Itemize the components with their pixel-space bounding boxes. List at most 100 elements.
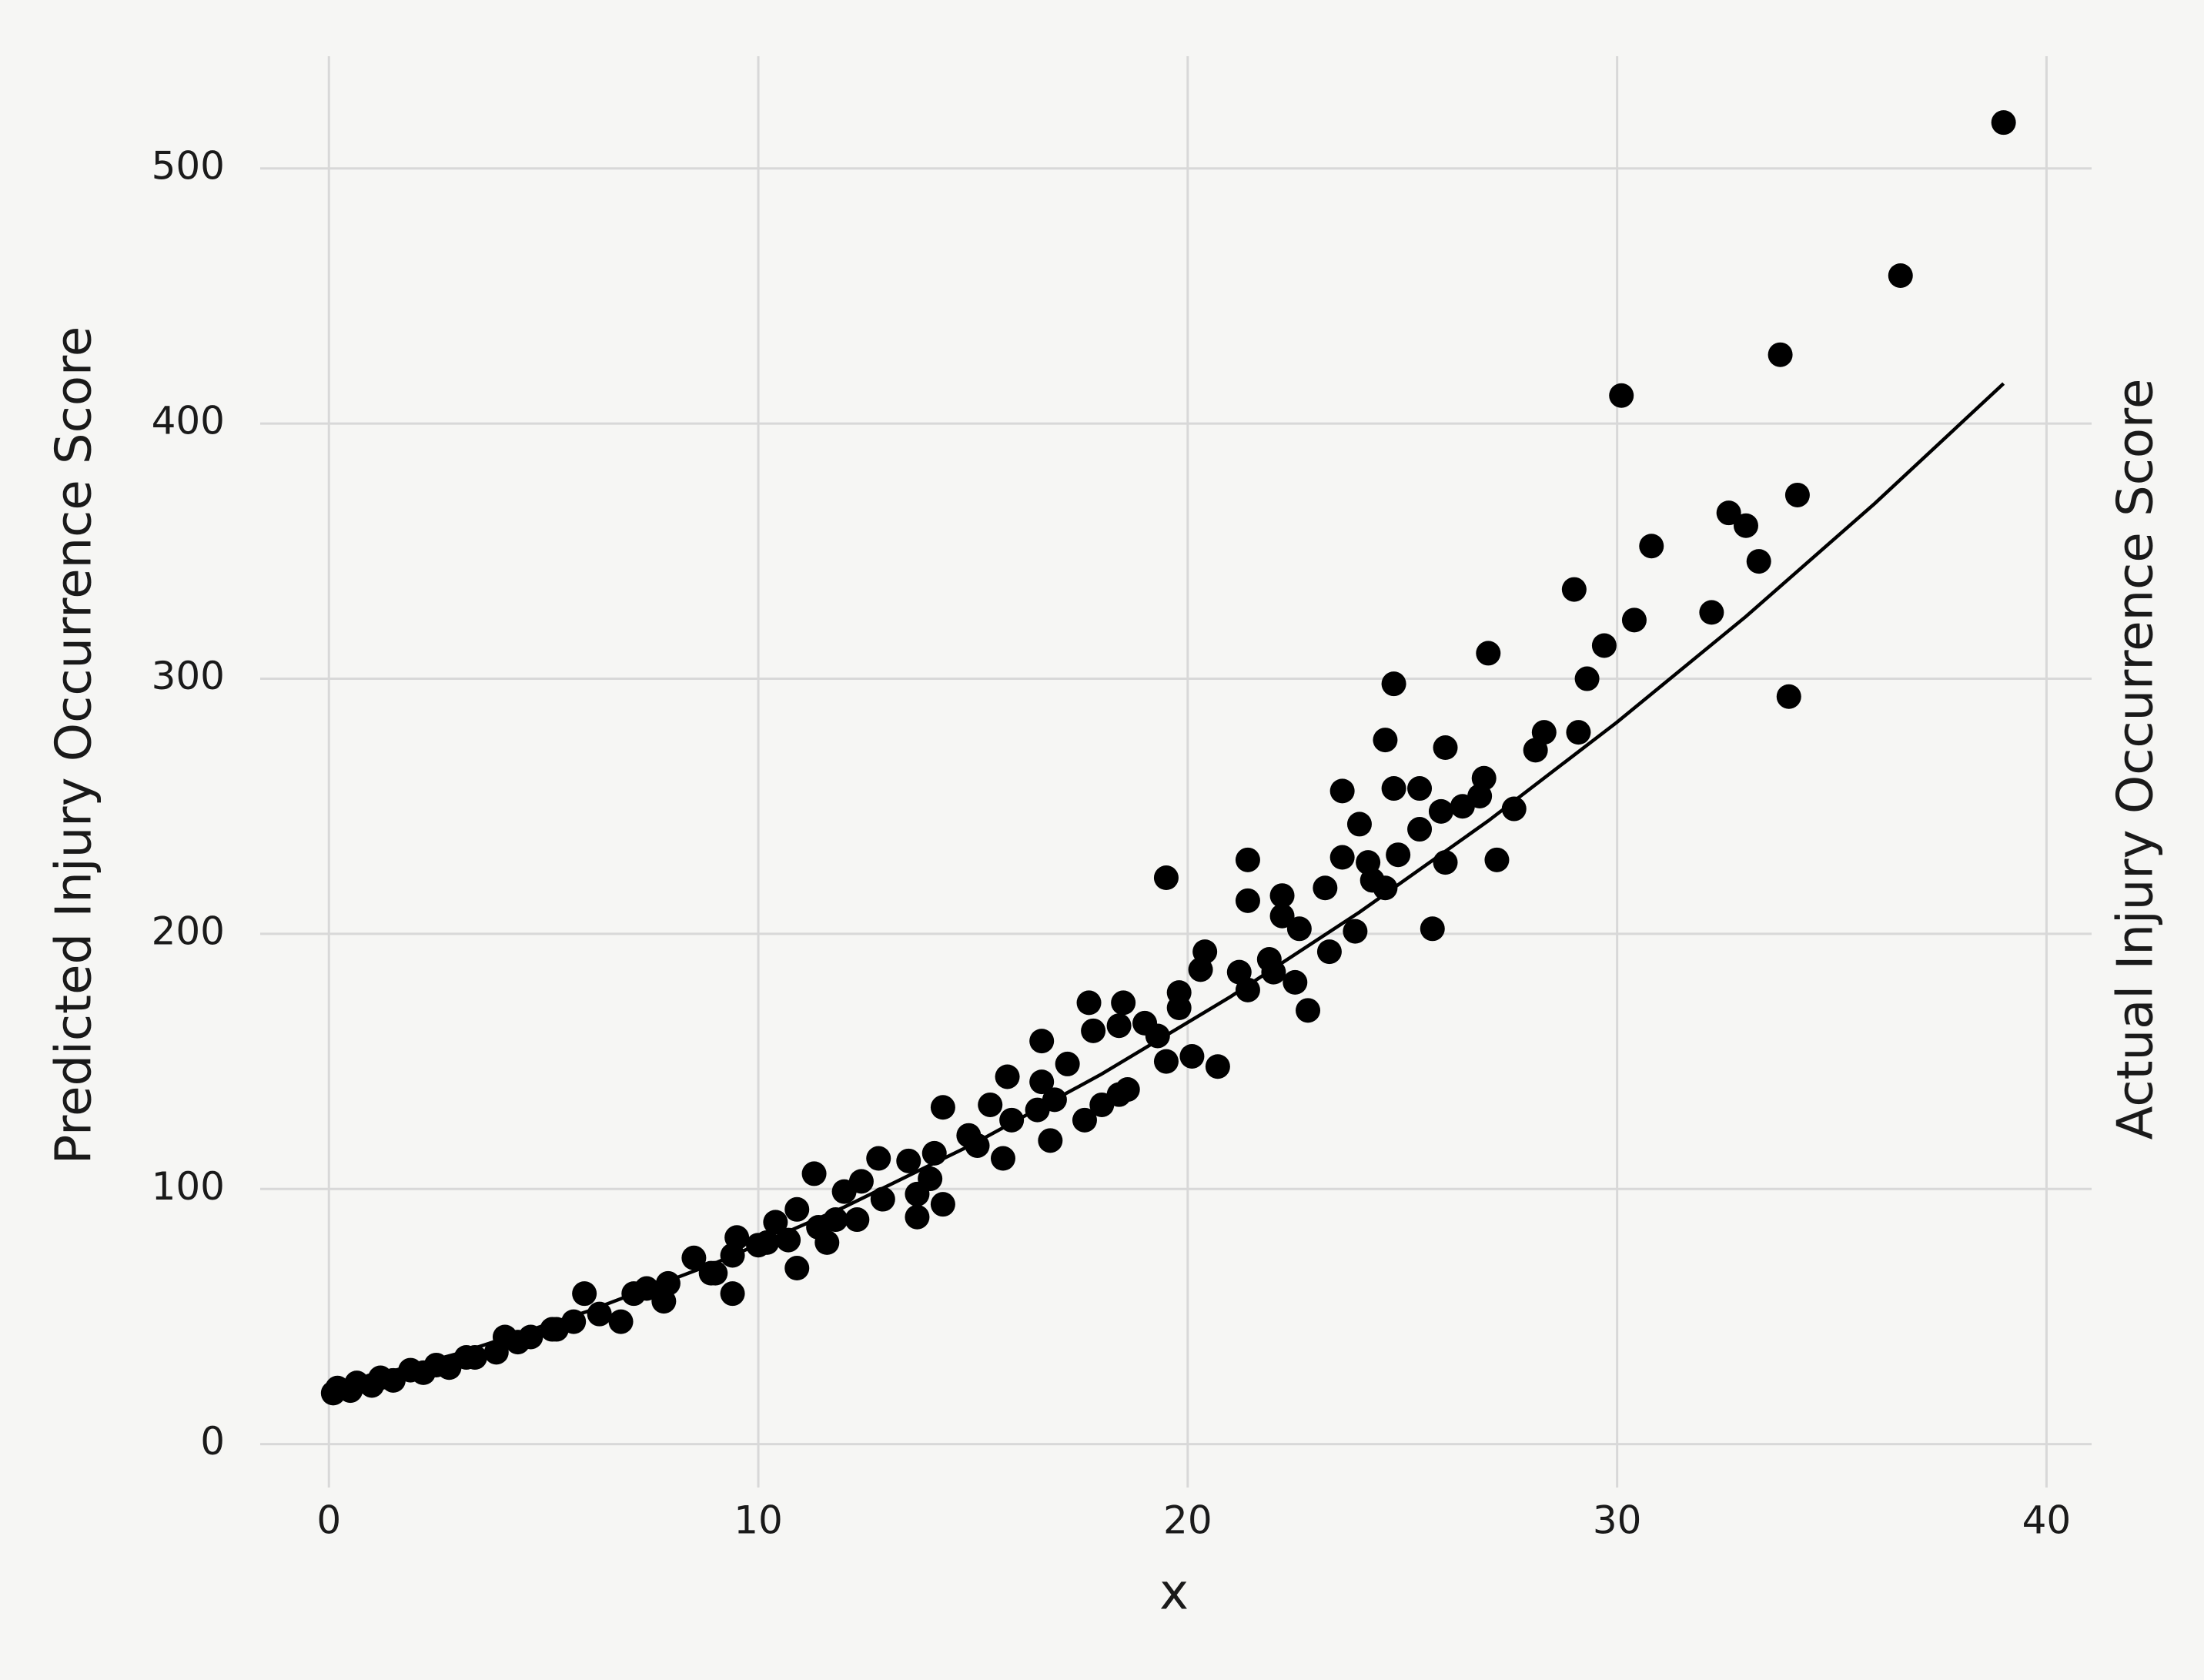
scatter-point bbox=[1166, 996, 1192, 1021]
scatter-point bbox=[1373, 875, 1398, 901]
scatter-point bbox=[1316, 939, 1342, 965]
scatter-point bbox=[1566, 720, 1591, 745]
scatter-point bbox=[325, 1375, 350, 1401]
scatter-point bbox=[1111, 990, 1136, 1016]
scatter-point bbox=[1476, 641, 1501, 666]
scatter-point bbox=[1699, 600, 1724, 625]
scatter-point bbox=[1179, 1043, 1205, 1069]
x-tick-label: 10 bbox=[734, 1498, 783, 1543]
scatter-point bbox=[784, 1196, 810, 1222]
y-axis-title: Predicted Injury Occurrence Score bbox=[46, 326, 103, 1165]
scatter-point bbox=[1768, 342, 1793, 367]
y-tick-label: 200 bbox=[152, 909, 225, 953]
scatter-point bbox=[801, 1161, 827, 1186]
scatter-point bbox=[1029, 1069, 1055, 1095]
scatter-point bbox=[681, 1245, 707, 1270]
scatter-point bbox=[483, 1340, 509, 1365]
scatter-point bbox=[1381, 776, 1406, 802]
scatter-point bbox=[572, 1281, 597, 1307]
scatter-point bbox=[1561, 577, 1587, 602]
scatter-point bbox=[1407, 817, 1433, 842]
scatter-point bbox=[1716, 500, 1741, 526]
scatter-point bbox=[1776, 684, 1801, 709]
scatter-point bbox=[1621, 607, 1647, 633]
scatter-point bbox=[990, 1146, 1015, 1171]
scatter-point bbox=[1286, 916, 1312, 942]
y-tick-label: 500 bbox=[152, 143, 225, 188]
scatter-point bbox=[1746, 549, 1771, 574]
scatter-point bbox=[1733, 513, 1758, 538]
scatter-point bbox=[1407, 776, 1433, 802]
scatter-point bbox=[344, 1370, 370, 1396]
scatter-point bbox=[844, 1207, 870, 1233]
y-tick-label: 400 bbox=[152, 399, 225, 443]
fit-line bbox=[328, 382, 2005, 1390]
scatter-point bbox=[1145, 1023, 1170, 1049]
scatter-point bbox=[1106, 1013, 1132, 1039]
scatter-point bbox=[1591, 633, 1617, 658]
scatter-point bbox=[1574, 666, 1600, 691]
scatter-point bbox=[1269, 903, 1295, 929]
scatter-point bbox=[978, 1092, 1003, 1117]
scatter-point bbox=[1283, 969, 1308, 995]
scatter-point bbox=[1484, 847, 1510, 872]
y-tick-label: 100 bbox=[152, 1164, 225, 1209]
scatter-point bbox=[1153, 865, 1179, 891]
x-tick-label: 0 bbox=[316, 1498, 341, 1543]
x-axis-title: x bbox=[1159, 1565, 1189, 1621]
x-tick-label: 40 bbox=[2022, 1498, 2072, 1543]
scatter-point bbox=[1433, 735, 1458, 761]
scatter-point bbox=[1888, 263, 1913, 288]
scatter-point bbox=[1072, 1107, 1097, 1133]
scatter-point bbox=[1038, 1128, 1063, 1153]
scatter-point bbox=[651, 1289, 677, 1314]
scatter-point bbox=[1296, 998, 1321, 1023]
scatter-point bbox=[784, 1256, 810, 1281]
scatter-point bbox=[1450, 794, 1475, 819]
scatter-point bbox=[1523, 738, 1548, 763]
scatter-point bbox=[1055, 1051, 1080, 1076]
scatter-point bbox=[905, 1181, 930, 1206]
y-tick-label: 300 bbox=[152, 654, 225, 698]
scatter-point bbox=[866, 1146, 891, 1171]
scatter-point bbox=[1329, 845, 1355, 870]
scatter-point bbox=[930, 1095, 955, 1120]
scatter-point bbox=[1269, 883, 1295, 909]
scatter-point bbox=[1106, 1082, 1132, 1107]
y-tick-label: 0 bbox=[200, 1419, 225, 1464]
scatter-point bbox=[1188, 957, 1213, 982]
y2-axis-title: Actual Injury Occurrence Score bbox=[2108, 379, 2165, 1140]
scatter-point bbox=[1784, 482, 1810, 507]
scatter-point bbox=[814, 1230, 840, 1255]
scatter-point bbox=[995, 1064, 1020, 1089]
scatter-point bbox=[1235, 977, 1260, 1002]
scatter-point bbox=[1329, 778, 1355, 804]
x-tick-label: 30 bbox=[1593, 1498, 1642, 1543]
scatter-point bbox=[1153, 1049, 1179, 1074]
scatter-point bbox=[1381, 671, 1406, 697]
scatter-point bbox=[1205, 1054, 1230, 1079]
scatter-point bbox=[1346, 812, 1372, 837]
scatter-point bbox=[1235, 847, 1260, 872]
scatter-point bbox=[763, 1210, 788, 1235]
scatter-point bbox=[1386, 842, 1411, 868]
scatter-point bbox=[1420, 916, 1445, 942]
scatter-point bbox=[1428, 798, 1453, 824]
scatter-point bbox=[896, 1148, 921, 1173]
scatter-point bbox=[1343, 919, 1368, 944]
scatter-point bbox=[1076, 990, 1102, 1016]
scatter-point bbox=[1639, 534, 1664, 559]
scatter-point bbox=[1991, 110, 2016, 136]
scatter-point bbox=[1313, 875, 1338, 901]
scatter-point bbox=[720, 1281, 745, 1307]
scatter-point bbox=[831, 1179, 857, 1204]
scatter-point bbox=[905, 1204, 930, 1230]
scatter-point bbox=[608, 1309, 634, 1334]
x-tick-label: 20 bbox=[1163, 1498, 1212, 1543]
scatter-point bbox=[1373, 728, 1398, 753]
scatter-point bbox=[1501, 796, 1527, 822]
scatter-point bbox=[1081, 1018, 1106, 1043]
scatter-point bbox=[1235, 888, 1260, 913]
